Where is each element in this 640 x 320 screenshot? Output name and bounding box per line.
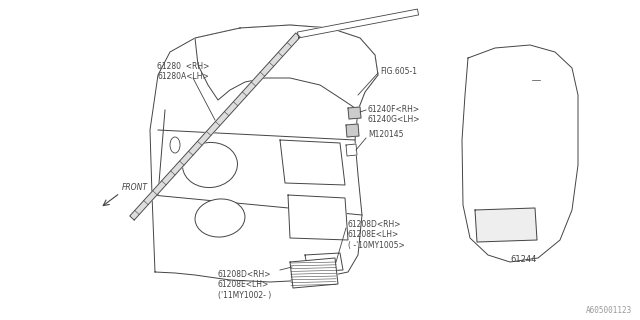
Text: 61244: 61244	[510, 255, 536, 264]
Ellipse shape	[195, 199, 245, 237]
Polygon shape	[288, 195, 348, 240]
Polygon shape	[130, 33, 300, 220]
Polygon shape	[348, 107, 361, 119]
Text: M120145: M120145	[368, 130, 403, 139]
Text: 61280  <RH>
61280A<LH>: 61280 <RH> 61280A<LH>	[157, 62, 209, 81]
Polygon shape	[462, 45, 578, 262]
Polygon shape	[290, 258, 338, 288]
Text: 61208D<RH>
61208E<LH>
( -'10MY1005>: 61208D<RH> 61208E<LH> ( -'10MY1005>	[348, 220, 404, 250]
Polygon shape	[346, 144, 357, 156]
Polygon shape	[305, 253, 343, 272]
Polygon shape	[195, 25, 378, 110]
Text: FIG.605-1: FIG.605-1	[380, 68, 417, 76]
Text: A605001123: A605001123	[586, 306, 632, 315]
Polygon shape	[298, 9, 419, 38]
Polygon shape	[280, 140, 345, 185]
Polygon shape	[475, 208, 537, 242]
Polygon shape	[346, 124, 359, 137]
Ellipse shape	[170, 137, 180, 153]
Text: 61240F<RH>
61240G<LH>: 61240F<RH> 61240G<LH>	[368, 105, 420, 124]
Text: 61208D<RH>
61208E<LH>
('11MY1002- ): 61208D<RH> 61208E<LH> ('11MY1002- )	[218, 270, 271, 300]
Text: FRONT: FRONT	[122, 183, 148, 192]
Ellipse shape	[182, 142, 237, 188]
Polygon shape	[150, 25, 378, 282]
